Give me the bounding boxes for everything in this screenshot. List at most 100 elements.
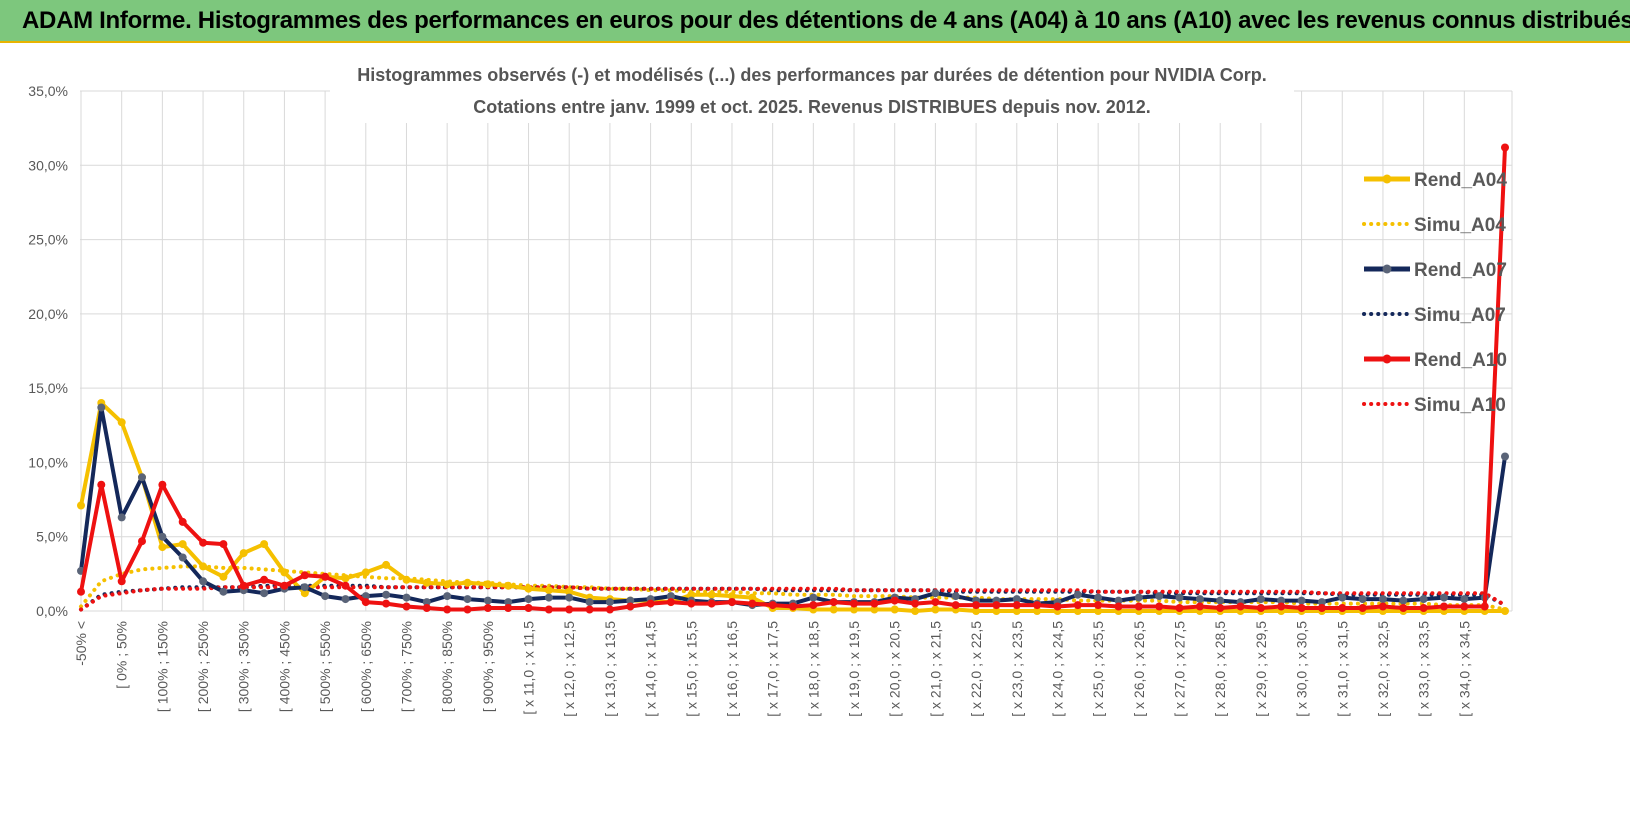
legend-marker bbox=[1382, 174, 1392, 184]
data-point bbox=[1134, 593, 1143, 602]
data-point bbox=[239, 581, 248, 590]
series-Rend_A10 bbox=[77, 143, 1509, 614]
data-point bbox=[158, 480, 167, 489]
x-tick-label: [ x 32,0 ; x 32,5 bbox=[1375, 621, 1391, 717]
data-point bbox=[422, 598, 431, 607]
data-point bbox=[1338, 593, 1347, 602]
data-point bbox=[666, 598, 675, 607]
data-point bbox=[748, 593, 757, 602]
data-point bbox=[524, 604, 533, 612]
data-point bbox=[1460, 602, 1469, 611]
series-Simu_A04 bbox=[79, 564, 1507, 612]
data-point bbox=[97, 403, 106, 412]
legend-label: Rend_A10 bbox=[1414, 350, 1507, 371]
data-point bbox=[585, 605, 594, 614]
data-point bbox=[544, 586, 553, 595]
data-point bbox=[300, 571, 309, 580]
data-point bbox=[1155, 602, 1164, 611]
line-chart: 0,0% 5,0% 10,0% 15,0% 20,0% 25,0% 30,0% 35,0% -… bbox=[28, 57, 1513, 717]
data-point bbox=[1378, 602, 1387, 611]
x-tick-label: [ x 22,0 ; x 22,5 bbox=[968, 621, 984, 717]
data-point bbox=[1175, 593, 1184, 602]
data-point bbox=[992, 601, 1001, 610]
data-point bbox=[483, 596, 492, 605]
data-point bbox=[219, 587, 228, 596]
x-tick-label: [ x 33,0 ; x 33,5 bbox=[1416, 621, 1432, 717]
data-point bbox=[341, 595, 350, 604]
data-point bbox=[890, 605, 899, 614]
data-point bbox=[1358, 604, 1367, 612]
data-point bbox=[911, 607, 920, 615]
data-point bbox=[138, 473, 146, 482]
data-point bbox=[626, 602, 635, 611]
x-tick-label: [ x 21,0 ; x 21,5 bbox=[927, 621, 943, 717]
data-point bbox=[1277, 596, 1286, 605]
data-point bbox=[1094, 593, 1103, 602]
data-point bbox=[931, 589, 940, 598]
data-point bbox=[1216, 604, 1225, 612]
data-point bbox=[138, 537, 146, 546]
data-point bbox=[1073, 607, 1082, 615]
data-point bbox=[524, 595, 533, 604]
chart-title-background bbox=[330, 57, 1294, 123]
data-point bbox=[565, 593, 574, 602]
x-tick-label: [ x 14,0 ; x 14,5 bbox=[643, 621, 659, 717]
data-point bbox=[951, 601, 960, 610]
x-tick-label: [ x 17,0 ; x 17,5 bbox=[765, 621, 781, 717]
data-point bbox=[219, 572, 228, 581]
data-point bbox=[1440, 593, 1448, 602]
data-point bbox=[1175, 604, 1184, 612]
data-point bbox=[1073, 590, 1082, 599]
data-point bbox=[1073, 601, 1082, 610]
data-point bbox=[117, 418, 126, 427]
data-point bbox=[1399, 604, 1408, 612]
data-point bbox=[280, 568, 289, 577]
x-tick-label: [ x 24,0 ; x 24,5 bbox=[1049, 621, 1065, 717]
x-tick-label: [ x 26,0 ; x 26,5 bbox=[1131, 621, 1147, 717]
data-point bbox=[260, 575, 269, 584]
legend-label: Rend_A04 bbox=[1414, 170, 1507, 191]
data-point bbox=[1460, 595, 1469, 604]
legend-entry-Simu_A07: Simu_A07 bbox=[1362, 305, 1506, 326]
data-point bbox=[504, 598, 513, 607]
data-point bbox=[1094, 607, 1103, 615]
data-point bbox=[931, 605, 940, 614]
data-point bbox=[1419, 604, 1428, 612]
data-point bbox=[1297, 596, 1306, 605]
data-point bbox=[870, 599, 879, 608]
data-point bbox=[1134, 602, 1143, 611]
data-point bbox=[687, 590, 696, 599]
data-point bbox=[341, 581, 350, 590]
x-tick-label: [ x 12,0 ; x 12,5 bbox=[561, 621, 577, 717]
x-tick-label: [ x 30,0 ; x 30,5 bbox=[1294, 621, 1310, 717]
y-tick-label: 30,0% bbox=[28, 157, 68, 173]
data-point bbox=[483, 604, 492, 612]
legend-label: Rend_A07 bbox=[1414, 260, 1507, 281]
x-tick-label: [ 100% ; 150% bbox=[154, 621, 170, 712]
data-point bbox=[809, 593, 818, 602]
data-point bbox=[1317, 604, 1326, 612]
x-tick-label: [ x 25,0 ; x 25,5 bbox=[1090, 621, 1106, 717]
data-point bbox=[504, 581, 513, 590]
data-point bbox=[402, 593, 411, 602]
data-point bbox=[1338, 604, 1347, 612]
data-point bbox=[728, 598, 736, 607]
data-point bbox=[402, 575, 411, 584]
series-lines bbox=[77, 143, 1509, 615]
y-tick-label: 0,0% bbox=[36, 603, 68, 619]
chart-subtitle: Cotations entre janv. 1999 et oct. 2025.… bbox=[473, 97, 1151, 117]
data-point bbox=[97, 480, 106, 489]
data-point bbox=[1501, 143, 1509, 152]
data-point bbox=[1012, 601, 1021, 610]
y-tick-label: 15,0% bbox=[28, 380, 68, 396]
data-point bbox=[361, 598, 370, 607]
x-tick-label: [ x 19,0 ; x 19,5 bbox=[846, 621, 862, 717]
data-point bbox=[707, 599, 716, 608]
data-point bbox=[1155, 592, 1164, 601]
data-point bbox=[382, 599, 391, 608]
data-point bbox=[1501, 607, 1509, 615]
data-point bbox=[1399, 596, 1408, 605]
data-point bbox=[931, 598, 940, 607]
data-point bbox=[422, 604, 431, 612]
data-point bbox=[239, 549, 248, 558]
